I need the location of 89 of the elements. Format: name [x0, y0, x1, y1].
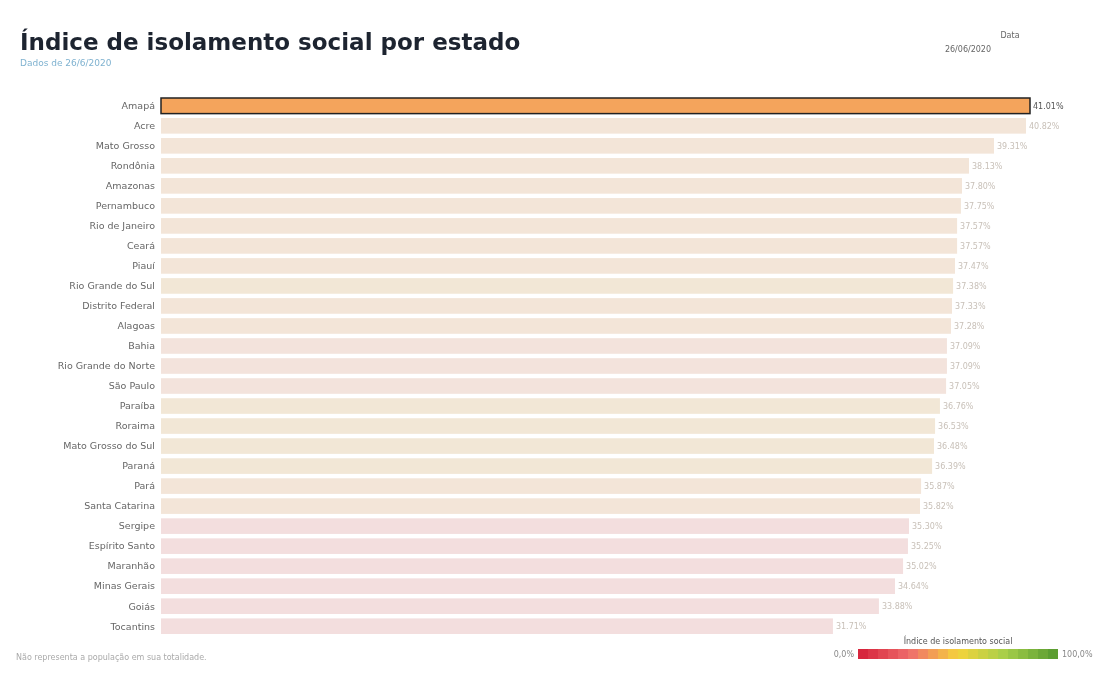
data-label: 36.48%	[937, 441, 968, 451]
text: 100,0%	[1062, 650, 1093, 659]
bar	[161, 298, 953, 314]
y-tick-label: Mato Grosso	[95, 140, 156, 152]
data-label: 35.25%	[910, 541, 942, 551]
data-label: 35.82%	[923, 501, 954, 511]
data-label: 35.02%	[906, 561, 937, 571]
bar	[161, 538, 908, 554]
bar	[161, 238, 958, 254]
y-tick-label: Tocantins	[109, 620, 156, 632]
y-tick-label: Espírito Santo	[88, 540, 156, 552]
y-tick-label: Piauí	[132, 260, 156, 272]
text: Índice de isolamento social	[903, 635, 1013, 646]
bar	[161, 178, 962, 194]
data-label: 31.71%	[835, 621, 867, 631]
data-label: 35.30%	[912, 521, 943, 531]
y-tick-label: Ceará	[126, 240, 155, 252]
bar	[161, 198, 961, 214]
data-label: 34.64%	[898, 581, 929, 591]
bar	[161, 218, 958, 234]
bar	[161, 418, 936, 434]
y-tick-label: Rio de Janeiro	[89, 220, 156, 232]
y-tick-label: Amazonas	[105, 180, 156, 192]
data-label: 37.28%	[953, 321, 985, 331]
y-tick-label: Roraima	[115, 420, 155, 432]
data-label: 37.80%	[964, 181, 996, 191]
y-tick-label: Amapá	[121, 100, 155, 112]
data-label: 36.53%	[938, 421, 969, 431]
y-tick-label: Goiás	[128, 600, 156, 612]
bar	[161, 158, 969, 174]
data-label: 37.05%	[949, 381, 980, 391]
y-tick-label: Mato Grosso do Sul	[63, 440, 155, 452]
data-label: 37.75%	[963, 201, 995, 211]
y-tick-label: Acre	[133, 120, 156, 132]
bar	[161, 138, 994, 154]
bar	[161, 618, 833, 634]
bar	[161, 318, 951, 334]
y-tick-label: Pará	[134, 480, 155, 492]
bar	[161, 258, 955, 274]
data-label: 36.76%	[942, 401, 974, 411]
bar	[161, 458, 933, 474]
bar	[161, 278, 954, 294]
data-label: 41.01%	[1033, 101, 1064, 111]
data-label: 37.38%	[956, 281, 987, 291]
data-label: 38.13%	[971, 161, 1003, 171]
y-tick-label: Pernambuco	[95, 200, 156, 212]
data-label: 39.31%	[996, 141, 1028, 151]
y-tick-label: Distrito Federal	[82, 300, 155, 312]
text: Dados de 26/6/2020	[20, 58, 112, 68]
bar	[161, 578, 896, 594]
bar	[161, 398, 940, 414]
y-tick-label: Alagoas	[117, 320, 156, 332]
y-tick-label: Rondônia	[110, 160, 155, 172]
text: Data	[1000, 31, 1020, 40]
data-label: 37.33%	[955, 301, 986, 311]
text: Não representa a população em sua totalidade.	[16, 653, 207, 662]
bar	[161, 438, 935, 454]
data-label: 36.39%	[935, 461, 966, 471]
y-tick-label: Rio Grande do Sul	[69, 280, 155, 292]
data-label: 40.82%	[1028, 121, 1060, 131]
bar	[161, 378, 947, 394]
bar	[161, 478, 922, 494]
bar	[160, 97, 1031, 115]
bar	[161, 598, 879, 614]
y-tick-label: Paraíba	[119, 400, 155, 412]
y-tick-label: Rio Grande do Norte	[57, 360, 156, 372]
bar	[161, 498, 921, 514]
data-label: 37.47%	[957, 261, 989, 271]
text: 26/06/2020	[944, 45, 992, 54]
bar	[161, 118, 1026, 134]
chart-title: Índice de isolamento social por estado	[20, 28, 521, 55]
y-tick-label: Minas Gerais	[93, 580, 156, 592]
data-label: 37.57%	[960, 221, 992, 231]
y-tick-label: Maranhão	[107, 560, 156, 572]
bar	[161, 338, 947, 354]
data-label: 35.87%	[924, 481, 955, 491]
bar	[161, 558, 904, 574]
y-tick-label: Sergipe	[118, 520, 156, 532]
y-tick-label: São Paulo	[108, 380, 156, 392]
bar	[161, 358, 947, 374]
data-label: 37.09%	[949, 361, 981, 371]
y-tick-label: Bahia	[128, 340, 155, 352]
text: 0,0%	[833, 650, 855, 659]
data-label: 37.57%	[960, 241, 992, 251]
y-tick-label: Paraná	[122, 460, 155, 472]
data-label: 37.09%	[949, 341, 981, 351]
y-tick-label: Santa Catarina	[84, 500, 155, 512]
data-label: 33.88%	[881, 601, 913, 611]
bar	[161, 518, 910, 534]
